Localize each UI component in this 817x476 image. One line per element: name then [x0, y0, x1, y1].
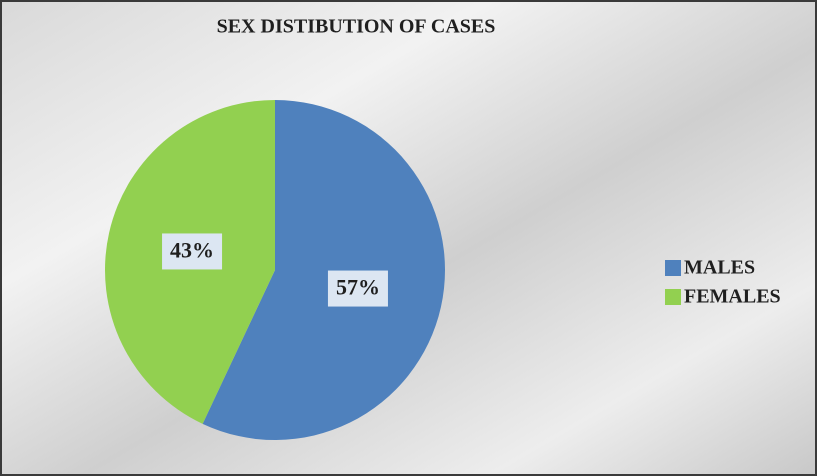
- legend-swatch: [665, 260, 681, 276]
- data-label-box: [162, 233, 223, 270]
- legend-label: MALES: [684, 257, 755, 279]
- legend-label: FEMALES: [684, 286, 781, 308]
- data-label: 43%: [170, 238, 214, 263]
- chart-title: SEX DISTIBUTION OF CASES: [217, 16, 496, 38]
- legend-swatch: [665, 289, 681, 305]
- data-label: 57%: [336, 275, 380, 300]
- pie-slice: [202, 100, 446, 440]
- data-label-box: [327, 270, 388, 307]
